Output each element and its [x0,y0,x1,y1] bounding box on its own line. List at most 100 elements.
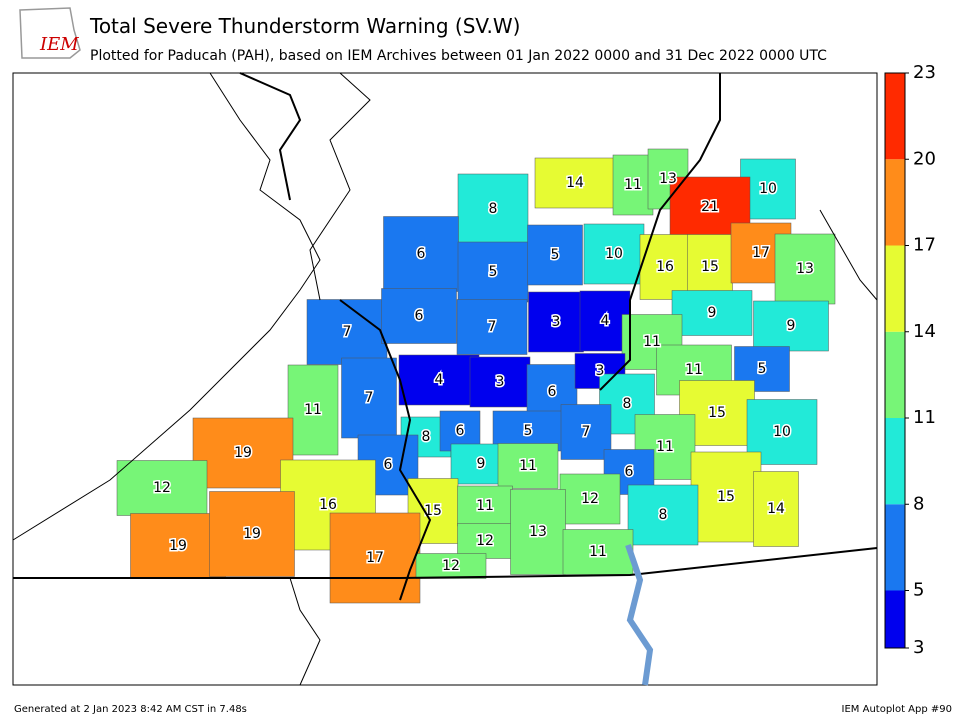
county-label: 11 [476,498,494,514]
county-label: 5 [758,361,767,377]
county [192,417,294,489]
county [116,460,208,516]
county-label: 7 [365,390,374,406]
county-label: 11 [643,334,661,350]
title: Total Severe Thunderstorm Warning (SV.W) [89,14,520,38]
county [381,288,457,344]
county-label: 11 [685,362,703,378]
county-label: 14 [566,175,584,191]
county [457,241,529,303]
colorbar-bin [885,159,905,246]
logo-text: IEM [39,34,79,55]
county-label: 19 [169,538,187,554]
county-label: 8 [659,507,668,523]
county [456,299,528,355]
county-label: 12 [581,491,599,507]
county-label: 16 [319,497,337,513]
county-label: 8 [623,396,632,412]
county [753,300,829,352]
county-label: 17 [752,245,770,261]
county-label: 11 [656,439,674,455]
colorbar-tick-label: 8 [913,493,924,514]
county-label: 7 [488,319,497,335]
county-label: 13 [796,261,814,277]
colorbar-tick-label: 17 [913,235,936,256]
county [415,553,487,579]
colorbar-bin [885,590,905,648]
county-label: 15 [708,405,726,421]
county-label: 19 [243,526,261,542]
footer-right: IEM Autoplot App #90 [842,704,952,715]
county-label: 10 [773,424,791,440]
county-label: 13 [659,171,677,187]
river [625,544,654,686]
county [306,299,388,365]
county-label: 3 [496,374,505,390]
colorbar-tick-label: 5 [913,580,924,601]
county-label: 19 [234,445,252,461]
county-label: 11 [589,544,607,560]
county-label: 11 [519,458,537,474]
county-label: 12 [153,480,171,496]
county-label: 17 [366,550,384,566]
county-label: 15 [424,503,442,519]
colorbar-tick-label: 23 [913,62,936,83]
county [687,234,733,300]
county [671,290,753,336]
county-label: 6 [548,384,557,400]
county-label: 11 [304,402,322,418]
county-label: 8 [422,429,431,445]
county-label: 13 [529,524,547,540]
county-label: 11 [624,177,642,193]
county-label: 14 [767,501,785,517]
colorbar-tick-label: 20 [913,148,936,169]
county-label: 9 [477,456,486,472]
county-label: 7 [343,324,352,340]
county [528,291,584,353]
county-label: 15 [701,259,719,275]
county-label: 3 [596,363,605,379]
county-label: 6 [415,308,424,324]
boundaries [12,72,878,686]
county-label: 9 [708,305,717,321]
footer-left: Generated at 2 Jan 2023 8:42 AM CST in 7… [14,704,247,715]
county-label: 4 [601,313,610,329]
county-label: 5 [551,247,560,263]
colorbar-tick-label: 14 [913,321,936,342]
county-label: 8 [489,201,498,217]
county-label: 4 [435,372,444,388]
county [497,443,559,489]
county-label: 21 [701,199,719,215]
county-label: 10 [759,181,777,197]
county [457,523,513,559]
subtitle: Plotted for Paducah (PAH), based on IEM … [90,48,827,64]
county [753,471,799,547]
county-label: 3 [552,314,561,330]
colorbar-bin [885,418,905,505]
colorbar-tick-label: 11 [913,407,936,428]
colorbar-bin [885,73,905,160]
colorbar: 3 5 8 11 14 17 20 23 [884,62,936,658]
county-label: 5 [489,264,498,280]
county-label: 15 [717,489,735,505]
county-label: 12 [442,558,460,574]
county-label: 6 [417,246,426,262]
county [527,224,583,286]
county-label: 7 [582,424,591,440]
county [612,154,654,216]
colorbar-bin [885,245,905,332]
county [579,290,631,352]
county [583,223,645,285]
county [341,357,397,439]
colorbar-frame [884,72,906,649]
county [383,216,459,292]
county [287,364,339,456]
county-label: 9 [787,318,796,334]
county [627,484,699,546]
county-label: 6 [456,423,465,439]
county [560,404,612,460]
county-label: 10 [605,246,623,262]
colorbar-bin [885,331,905,418]
colorbar-bin [885,504,905,591]
